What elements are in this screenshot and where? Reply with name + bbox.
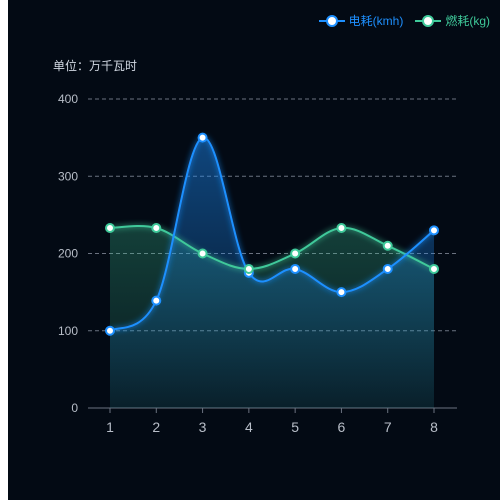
legend-label-electric: 电耗(kmh) (348, 14, 404, 28)
x-tick-label: 2 (152, 419, 160, 435)
x-tick-label: 8 (430, 419, 438, 435)
data-point-fuel[interactable] (105, 223, 115, 234)
data-point-electric[interactable] (197, 132, 208, 143)
data-point-fuel[interactable] (382, 240, 393, 251)
x-tick-label: 5 (291, 419, 299, 435)
data-point-fuel[interactable] (336, 223, 347, 234)
y-tick-label: 200 (58, 247, 78, 261)
y-tick-label: 100 (58, 324, 78, 338)
chart-legend: 电耗(kmh) 燃耗(kg) (318, 12, 490, 29)
data-point-fuel[interactable] (243, 263, 254, 274)
x-tick-label: 6 (338, 419, 346, 435)
data-point-electric[interactable] (336, 287, 347, 298)
legend-label-fuel: 燃耗(kg) (445, 14, 490, 28)
data-point-electric[interactable] (290, 263, 301, 274)
x-tick-label: 7 (384, 419, 392, 435)
data-point-fuel[interactable] (429, 263, 439, 274)
y-tick-label: 300 (58, 169, 78, 183)
legend-swatch-fuel (415, 14, 442, 28)
x-tick-label: 3 (199, 419, 207, 435)
data-point-fuel[interactable] (290, 248, 301, 259)
legend-swatch-electric (318, 14, 345, 28)
y-tick-label: 400 (58, 92, 78, 106)
y-tick-label: 0 (71, 401, 78, 415)
legend-item-fuel[interactable]: 燃耗(kg) (415, 12, 490, 29)
data-point-fuel[interactable] (197, 248, 208, 259)
data-point-fuel[interactable] (151, 223, 162, 234)
data-point-electric[interactable] (429, 225, 439, 236)
data-point-electric[interactable] (382, 263, 393, 274)
series-area-electric (110, 137, 434, 409)
x-tick-label: 1 (106, 419, 114, 435)
y-axis-unit-label: 单位：万千瓦时 (53, 59, 138, 73)
data-point-electric[interactable] (105, 325, 115, 336)
legend-item-electric[interactable]: 电耗(kmh) (318, 12, 404, 29)
x-tick-label: 4 (245, 419, 253, 435)
data-point-electric[interactable] (151, 295, 162, 306)
